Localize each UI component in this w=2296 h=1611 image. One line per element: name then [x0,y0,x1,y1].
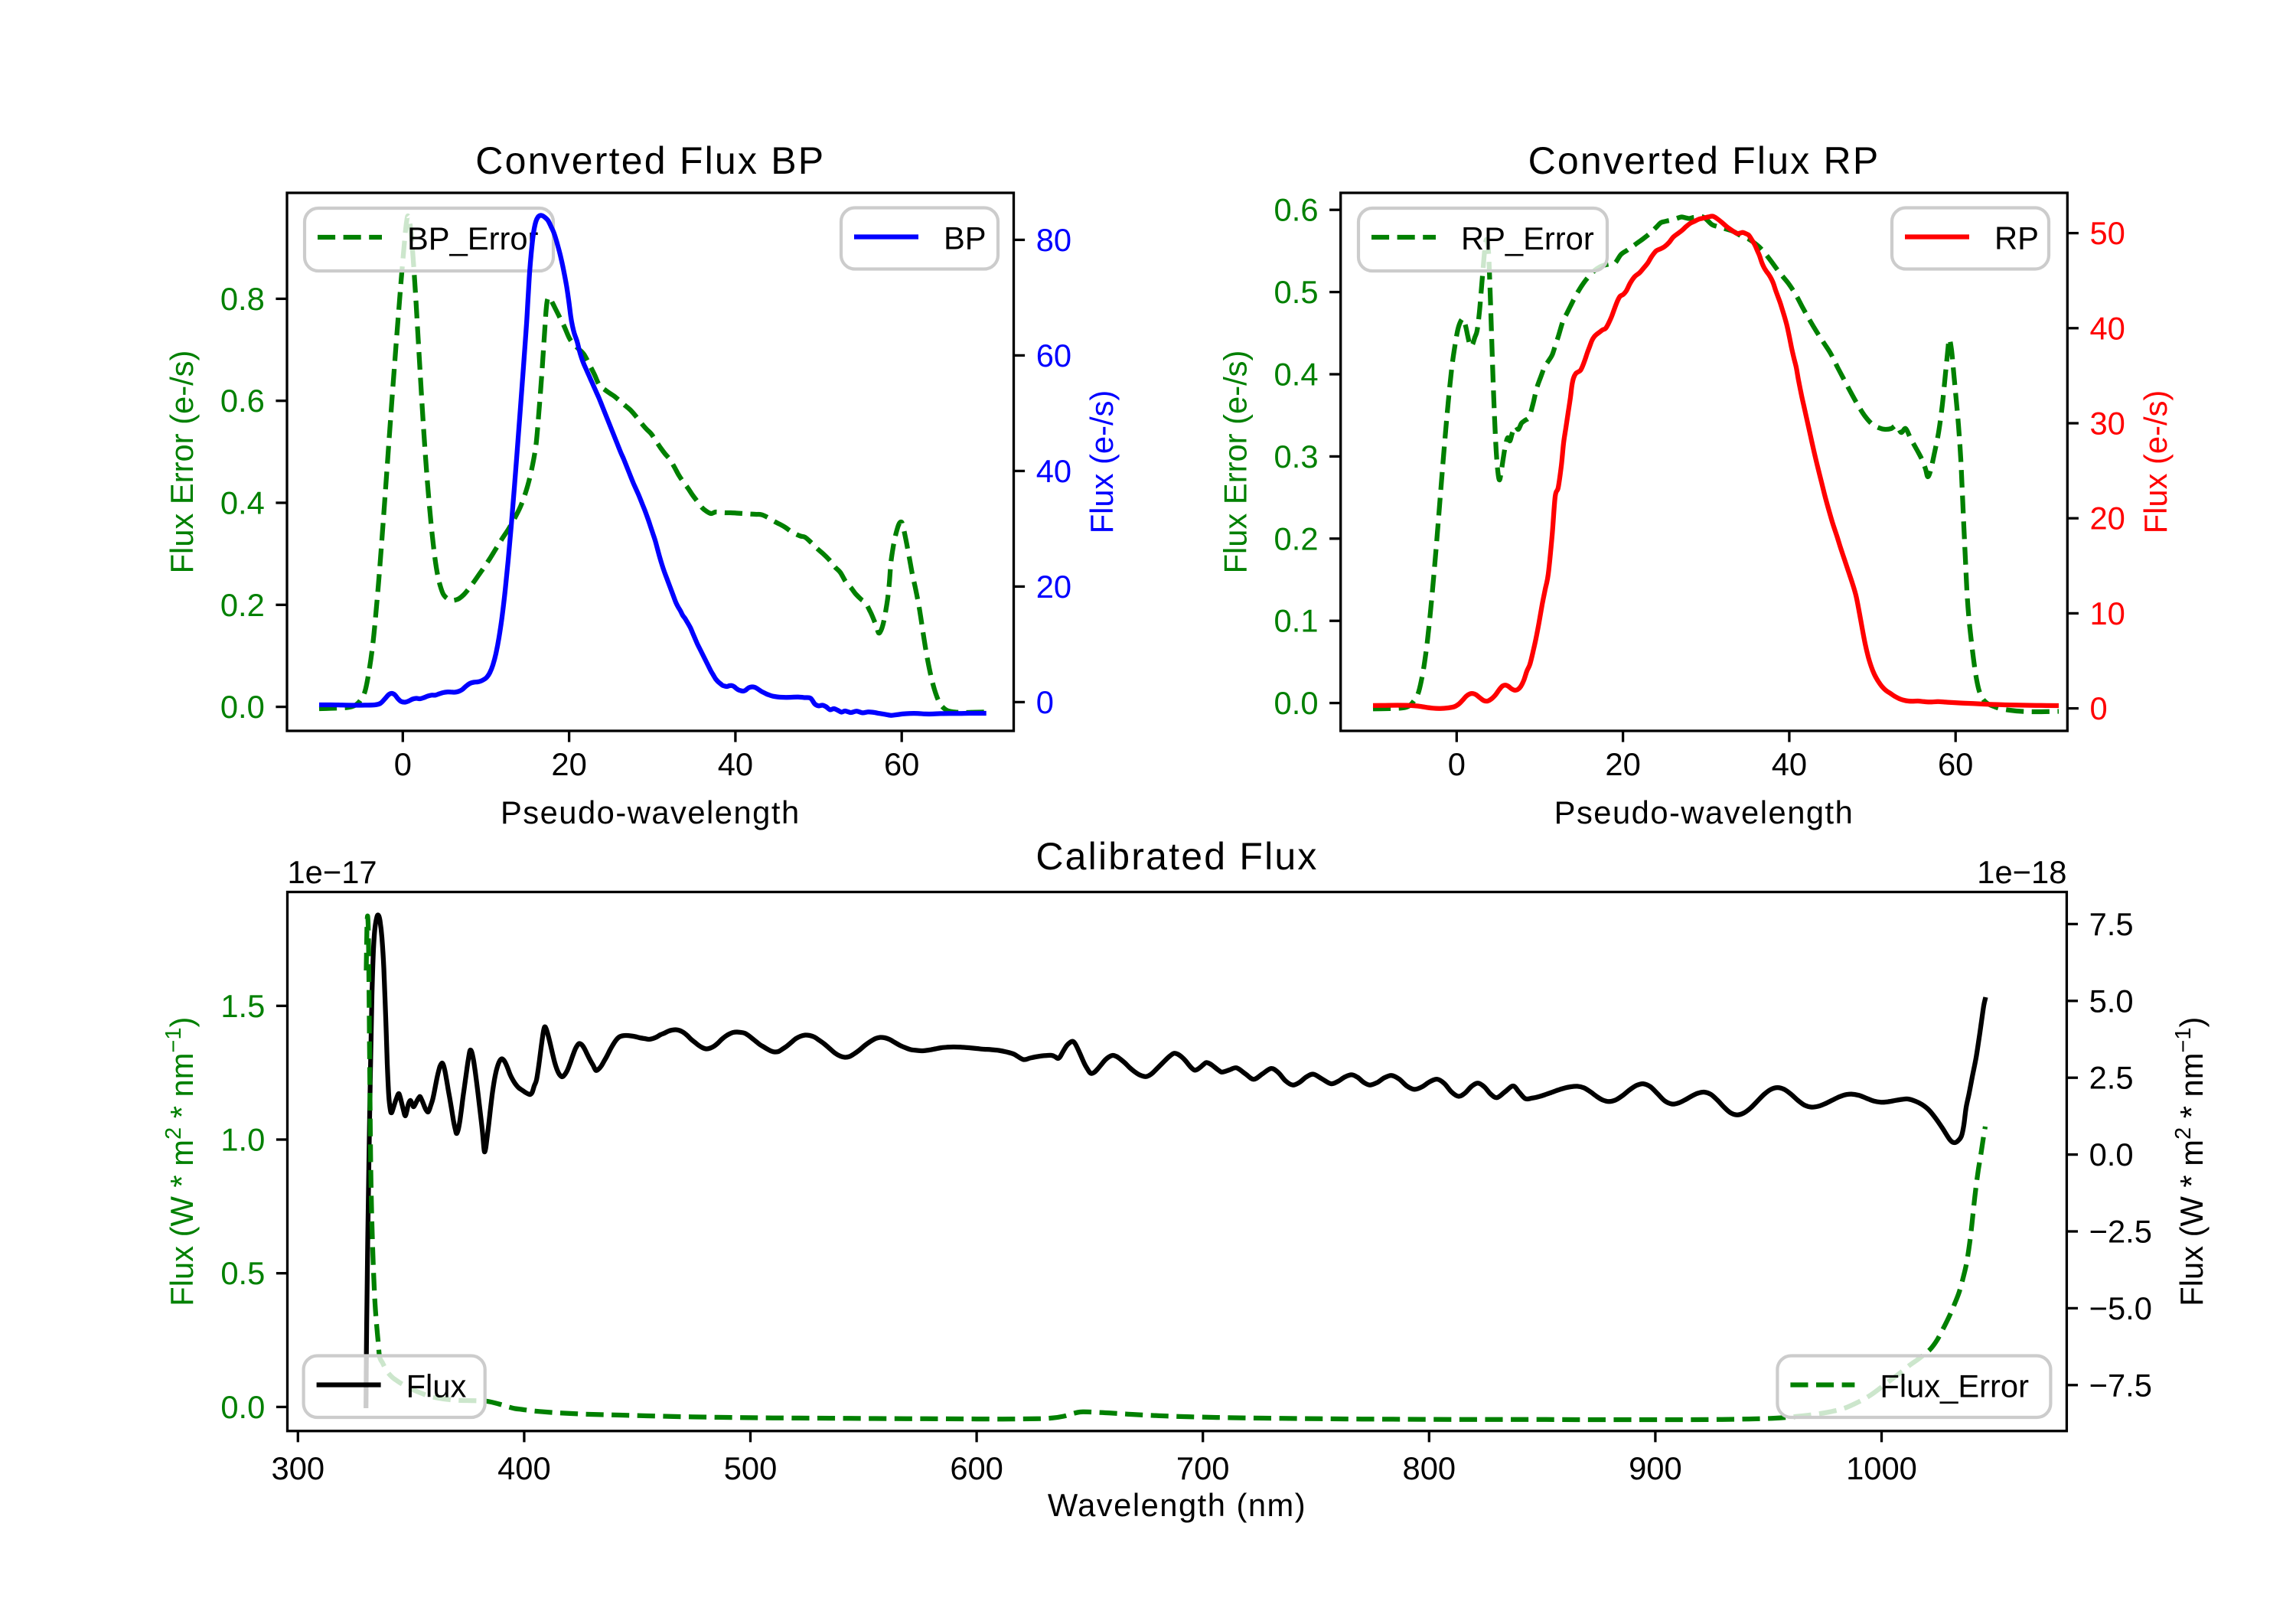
svg-text:300: 300 [272,1450,325,1486]
svg-text:60: 60 [884,746,919,782]
svg-text:40: 40 [1036,453,1071,489]
svg-text:0: 0 [1036,684,1054,720]
svg-text:0.2: 0.2 [220,587,265,623]
svg-text:Converted Flux BP: Converted Flux BP [475,139,825,182]
svg-text:RP_Error: RP_Error [1461,220,1594,256]
svg-text:0.0: 0.0 [1274,685,1319,721]
svg-text:0.6: 0.6 [220,383,265,419]
svg-text:Converted Flux RP: Converted Flux RP [1528,139,1880,182]
svg-text:Flux_Error: Flux_Error [1880,1368,2029,1404]
svg-text:50: 50 [2090,215,2125,251]
svg-text:60: 60 [1036,338,1071,373]
svg-text:0.6: 0.6 [1274,192,1319,228]
svg-text:0.4: 0.4 [1274,357,1319,393]
svg-text:40: 40 [2090,310,2125,346]
svg-text:0: 0 [2090,690,2108,726]
svg-text:700: 700 [1176,1450,1230,1486]
svg-text:0.2: 0.2 [1274,520,1319,556]
svg-text:0.5: 0.5 [1274,274,1319,310]
svg-text:30: 30 [2090,406,2125,442]
svg-text:500: 500 [724,1450,778,1486]
svg-text:Flux (W * m2 * nm−1): Flux (W * m2 * nm−1) [161,1017,200,1306]
svg-text:BP: BP [944,220,987,256]
svg-text:1.5: 1.5 [220,988,265,1024]
svg-text:1e−17: 1e−17 [288,854,377,890]
svg-text:7.5: 7.5 [2089,906,2134,942]
svg-text:800: 800 [1403,1450,1456,1486]
svg-text:60: 60 [1938,746,1973,782]
svg-text:0.4: 0.4 [220,485,265,521]
svg-text:2.5: 2.5 [2089,1060,2134,1096]
svg-text:1.0: 1.0 [220,1122,265,1158]
svg-text:1000: 1000 [1846,1450,1917,1486]
svg-text:0.0: 0.0 [220,689,265,725]
svg-text:600: 600 [950,1450,1003,1486]
svg-text:0: 0 [394,746,412,782]
svg-text:40: 40 [718,746,753,782]
svg-text:0.1: 0.1 [1274,603,1319,639]
svg-text:0.8: 0.8 [220,281,265,317]
svg-text:80: 80 [1036,222,1071,258]
svg-text:Flux (e-/s): Flux (e-/s) [1084,390,1120,534]
svg-text:400: 400 [497,1450,551,1486]
svg-text:0: 0 [1448,746,1466,782]
svg-text:Flux: Flux [406,1368,467,1404]
svg-text:0.5: 0.5 [220,1255,265,1291]
svg-text:Flux (e-/s): Flux (e-/s) [2138,390,2174,534]
svg-text:BP_Error: BP_Error [407,220,539,256]
svg-text:5.0: 5.0 [2089,983,2134,1019]
svg-text:Flux Error (e-/s): Flux Error (e-/s) [164,351,200,574]
svg-text:Flux Error (e-/s): Flux Error (e-/s) [1218,351,1254,574]
svg-text:20: 20 [1605,746,1640,782]
svg-text:0.0: 0.0 [220,1389,265,1425]
svg-text:Calibrated Flux: Calibrated Flux [1035,835,1318,878]
svg-text:1e−18: 1e−18 [1977,854,2066,890]
svg-text:0.0: 0.0 [2089,1137,2134,1172]
svg-text:−5.0: −5.0 [2089,1290,2152,1326]
svg-text:RP: RP [1994,220,2039,256]
svg-text:−7.5: −7.5 [2089,1367,2152,1403]
svg-text:Pseudo-wavelength: Pseudo-wavelength [501,794,801,830]
svg-text:900: 900 [1629,1450,1682,1486]
svg-text:40: 40 [1772,746,1807,782]
svg-text:Flux (W * m2 * nm−1): Flux (W * m2 * nm−1) [2171,1017,2210,1306]
svg-text:20: 20 [551,746,586,782]
svg-text:−2.5: −2.5 [2089,1214,2152,1250]
svg-text:Wavelength (nm): Wavelength (nm) [1048,1487,1306,1523]
svg-text:Pseudo-wavelength: Pseudo-wavelength [1554,794,1854,830]
svg-text:10: 10 [2090,595,2125,631]
svg-text:0.3: 0.3 [1274,439,1319,474]
svg-text:20: 20 [2090,501,2125,536]
svg-text:20: 20 [1036,569,1071,605]
